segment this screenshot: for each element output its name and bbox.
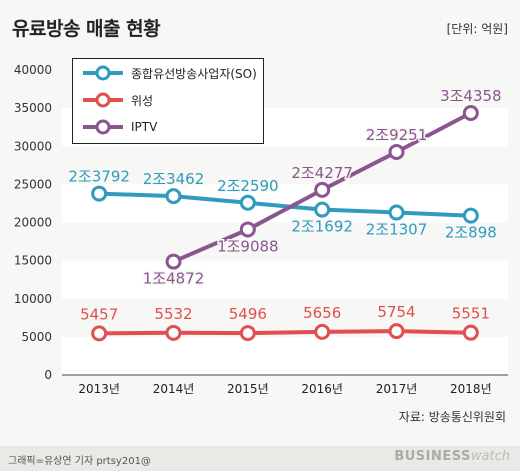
- data-point-so: [91, 185, 108, 202]
- series-line-satellite: [99, 329, 471, 336]
- y-tick-label: 15000: [14, 254, 52, 268]
- x-tick-label: 2014년: [153, 382, 195, 396]
- data-point-so: [239, 194, 256, 211]
- data-label-satellite: 5551: [452, 305, 490, 323]
- legend-label-satellite: 위성: [131, 93, 154, 108]
- legend-label-iptv: IPTV: [131, 120, 158, 134]
- data-label-iptv: 2조4277: [291, 164, 353, 182]
- data-point-iptv: [239, 221, 256, 238]
- legend-item-iptv: IPTV: [81, 117, 261, 137]
- data-point-so: [462, 207, 479, 224]
- x-tick-label: 2016년: [301, 382, 343, 396]
- x-tick-label: 2017년: [376, 382, 418, 396]
- y-tick-label: 40000: [14, 63, 52, 77]
- data-label-satellite: 5457: [80, 305, 118, 323]
- data-label-so: 2조898: [445, 224, 497, 242]
- source-note: 자료: 방송통신위원회: [398, 410, 506, 424]
- x-tick-label: 2015년: [227, 382, 269, 396]
- graphic-credit: 그래픽=유상연 기자 prtsy201@: [8, 456, 151, 467]
- data-label-so: 2조1692: [291, 218, 353, 236]
- footer-bar: 그래픽=유상연 기자 prtsy201@ BUSINESSwatch: [0, 446, 520, 471]
- data-label-so: 2조3792: [68, 168, 130, 186]
- data-point-iptv: [462, 105, 479, 122]
- brand-part1: BUSINESS: [394, 449, 471, 464]
- data-point-iptv: [388, 143, 405, 160]
- data-point-so: [388, 204, 405, 221]
- data-label-satellite: 5532: [154, 305, 192, 323]
- legend-item-satellite: 위성: [81, 90, 261, 110]
- grid-band: [62, 184, 508, 223]
- data-point-so: [165, 188, 182, 205]
- y-tick-label: 0: [44, 368, 52, 382]
- data-label-satellite: 5496: [229, 305, 267, 323]
- legend-swatch-iptv-icon: [83, 119, 123, 135]
- data-label-so: 2조1307: [366, 221, 428, 239]
- y-tick-label: 25000: [14, 177, 52, 191]
- legend: 종합유선방송사업자(SO) 위성 IPTV: [72, 58, 264, 144]
- y-tick-label: 20000: [14, 216, 52, 230]
- chart-title: 유료방송 매출 현황: [12, 18, 161, 40]
- data-label-satellite: 5754: [377, 303, 415, 321]
- series-line-so: [99, 191, 471, 218]
- grid-band: [62, 336, 508, 375]
- legend-label-so: 종합유선방송사업자(SO): [131, 66, 257, 81]
- data-point-satellite: [239, 325, 256, 342]
- data-point-satellite: [91, 325, 108, 342]
- data-label-so: 2조3462: [143, 170, 205, 188]
- brand-logo: BUSINESSwatch: [394, 449, 510, 464]
- unit-label: [단위: 억원]: [446, 22, 508, 36]
- data-point-iptv: [314, 181, 331, 198]
- data-label-iptv: 2조9251: [366, 126, 428, 144]
- data-point-satellite: [314, 323, 331, 340]
- data-label-iptv: 1조4872: [143, 270, 205, 288]
- x-tick-label: 2013년: [78, 382, 120, 396]
- data-label-satellite: 5656: [303, 304, 341, 322]
- y-tick-label: 30000: [14, 139, 52, 153]
- legend-swatch-so-icon: [83, 65, 123, 81]
- y-tick-label: 10000: [14, 292, 52, 306]
- data-point-satellite: [462, 324, 479, 341]
- x-tick-label: 2018년: [450, 382, 492, 396]
- legend-swatch-satellite-icon: [83, 92, 123, 108]
- data-point-so: [314, 201, 331, 218]
- data-point-iptv: [165, 253, 182, 270]
- data-label-so: 2조2590: [217, 177, 279, 195]
- data-label-iptv: 3조4358: [440, 87, 502, 105]
- y-tick-label: 35000: [14, 101, 52, 115]
- brand-part2: watch: [470, 449, 510, 464]
- legend-item-so: 종합유선방송사업자(SO): [81, 63, 261, 83]
- data-point-satellite: [388, 323, 405, 340]
- data-point-satellite: [165, 324, 182, 341]
- data-label-iptv: 1조9088: [217, 237, 279, 255]
- y-tick-label: 5000: [21, 330, 52, 344]
- grid-band: [62, 260, 508, 299]
